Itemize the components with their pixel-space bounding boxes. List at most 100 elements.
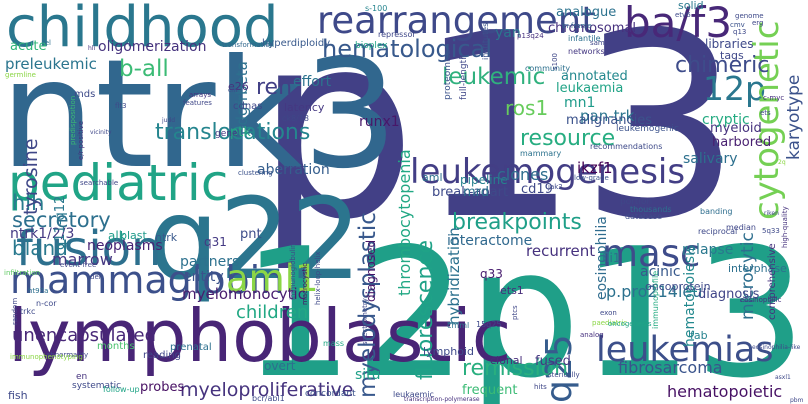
cloud-word-ptcs: ptcs — [511, 305, 519, 320]
cloud-word-fab: fab — [690, 329, 708, 342]
cloud-word-trkc: trkc — [20, 307, 36, 316]
cloud-word-libraries: libraries — [705, 37, 754, 51]
cloud-word-5q33: 5q33 — [762, 227, 780, 235]
cloud-word-portion: portion — [620, 197, 653, 207]
cloud-word-break-apart: break-apart — [432, 185, 509, 200]
cloud-word-cryptic: cryptic — [702, 112, 750, 128]
cloud-word-effort: effort — [293, 74, 332, 90]
cloud-word-overt: overt — [264, 359, 296, 373]
cloud-word-myeloproliferative: myeloproliferative — [180, 379, 354, 401]
cloud-word-chimeric: chimeric — [675, 53, 770, 78]
cloud-word-clustering: clustering — [238, 169, 273, 177]
cloud-word-networks: networks — [568, 47, 605, 56]
cloud-word-mass: mass — [323, 339, 345, 348]
cloud-word-fibrosarcoma: fibrosarcoma — [618, 358, 723, 377]
cloud-word-2q: 2q — [778, 159, 786, 166]
cloud-word-ntrk3: ntrk3 — [0, 28, 398, 202]
cloud-word-hematological: hematological — [322, 35, 492, 63]
cloud-word-helix-loop-helix: helix-loop-helix — [314, 251, 322, 305]
cloud-word-immunoprofile: immunoprofile — [651, 270, 660, 329]
cloud-word-remission: remission — [462, 356, 569, 381]
cloud-word-q22: q22 — [148, 175, 362, 305]
cloud-word-leukaemic: leukaemic — [393, 390, 434, 399]
cloud-word-macrocystic: macrocystic — [301, 262, 309, 305]
cloud-word-ikzf1: ikzf1 — [577, 159, 613, 177]
cloud-word-riken: riken — [764, 210, 779, 217]
cloud-word-institutes: institutes — [481, 22, 490, 60]
cloud-word-analogue: analogue — [556, 5, 617, 20]
cloud-word-breakpoints: breakpoints — [452, 210, 582, 235]
cloud-word-malignancies: malignancies — [566, 113, 653, 128]
cloud-word-frequent: frequent — [462, 383, 518, 398]
cloud-word-e-r-positive: e/r-positive — [77, 120, 85, 160]
cloud-word-p13q24: p13q24 — [517, 32, 544, 40]
cloud-word-immunoglobulin: immunoglobulin — [289, 243, 297, 300]
cloud-word-tel: tel — [42, 39, 51, 47]
cloud-word-fish: fish — [8, 389, 28, 402]
cloud-word-pediatric: pediatric — [8, 154, 229, 212]
cloud-word-infantile: infantile — [568, 34, 601, 43]
cloud-word-judd: judd — [162, 117, 176, 124]
cloud-word-arrays: arrays — [189, 91, 212, 99]
cloud-word-tyrosine: tyrosine — [20, 138, 42, 215]
cloud-word-hematopoietic: hematopoietic — [667, 382, 783, 401]
cloud-word-leukemogenic: leukemogenic — [616, 124, 679, 134]
cloud-word-acinic: acinic — [640, 264, 681, 280]
cloud-word-transformation: transformation — [222, 41, 275, 49]
cloud-word-unencapsulated: unencapsulated — [12, 325, 157, 346]
cloud-word-fused: fused — [535, 354, 571, 369]
cloud-word-entity: entity — [183, 269, 224, 285]
cloud-word-gene: gene — [215, 129, 238, 139]
cloud-word-tags: tags — [720, 49, 744, 62]
cloud-word-cm: cm — [228, 87, 238, 94]
cloud-word-situ: situ — [355, 367, 381, 383]
cloud-word-cd19: cd19 — [521, 182, 553, 197]
cloud-word-q13: q13 — [733, 28, 747, 36]
cloud-word-hli: hli — [88, 45, 96, 52]
cloud-word-etv6: etv6 — [675, 11, 691, 19]
cloud-word-runx1: runx1 — [359, 114, 400, 130]
cloud-word-mn1: mn1 — [564, 95, 596, 111]
cloud-word-p-pro214leu: p.pro214leu — [606, 282, 703, 301]
cloud-word-sam: sam — [590, 39, 605, 47]
cloud-word-searchable: searchable — [80, 179, 119, 187]
cloud-word-comprehensive: comprehensive — [767, 243, 778, 320]
cloud-word-cmv: cmv — [730, 21, 745, 29]
cloud-word-childhood: childhood — [6, 0, 279, 60]
cloud-word-thrombocytopenia: thrombocytopenia — [395, 149, 414, 296]
cloud-word-q33: q33 — [480, 267, 503, 281]
cloud-word-relapse: relapse — [682, 242, 734, 258]
cloud-word-pnt: pnt — [240, 227, 262, 242]
cloud-word-median: median — [726, 223, 756, 232]
cloud-word-microcytic: microcytic — [738, 232, 758, 320]
cloud-word-hyperdiploidy: hyperdiploidy — [262, 38, 331, 49]
cloud-word-clones: clones — [497, 165, 549, 184]
cloud-word-hits: hits — [534, 383, 547, 391]
cloud-word-s-100: s-100 — [365, 4, 388, 13]
cloud-word-ros1: ros1 — [505, 96, 549, 120]
cloud-word-reading: reading — [143, 350, 181, 361]
cloud-word-full-length: full-length — [459, 54, 469, 100]
cloud-word-flt3: flt3 — [115, 102, 127, 110]
cloud-word-solid: solid — [678, 0, 704, 12]
cloud-word-spectrometry: spectrometry — [361, 298, 369, 345]
cloud-word-germline: germline — [5, 71, 36, 79]
cloud-word-probes: probes — [140, 380, 185, 395]
cloud-word-ntrk1-2-3: ntrk1/2/3 — [10, 226, 75, 242]
cloud-word-database: database — [625, 212, 663, 221]
cloud-word-alk: alk — [108, 229, 126, 243]
cloud-word-infiltration: infiltration — [4, 269, 41, 277]
cloud-word-abnormality: abnormality — [46, 351, 89, 359]
cloud-word-fluorescence: fluorescence — [413, 239, 438, 380]
cloud-word-sterically: sterically — [548, 371, 580, 379]
cloud-word-q11-q12: q11-q12 — [53, 195, 68, 250]
cloud-word-myelomonocytic: myelomonocytic — [182, 285, 306, 303]
cloud-word-jak2: jak2 — [548, 183, 563, 191]
cloud-word-aberration: aberration — [257, 162, 330, 178]
cloud-word-translocations: translocations — [155, 120, 311, 145]
cloud-word-mammaglobin: mammaglobin — [10, 258, 285, 302]
cloud-word-q31: q31 — [204, 235, 227, 249]
cloud-word-chromosomal: chromosomal — [548, 21, 636, 36]
cloud-word-salivary: salivary — [683, 151, 738, 167]
